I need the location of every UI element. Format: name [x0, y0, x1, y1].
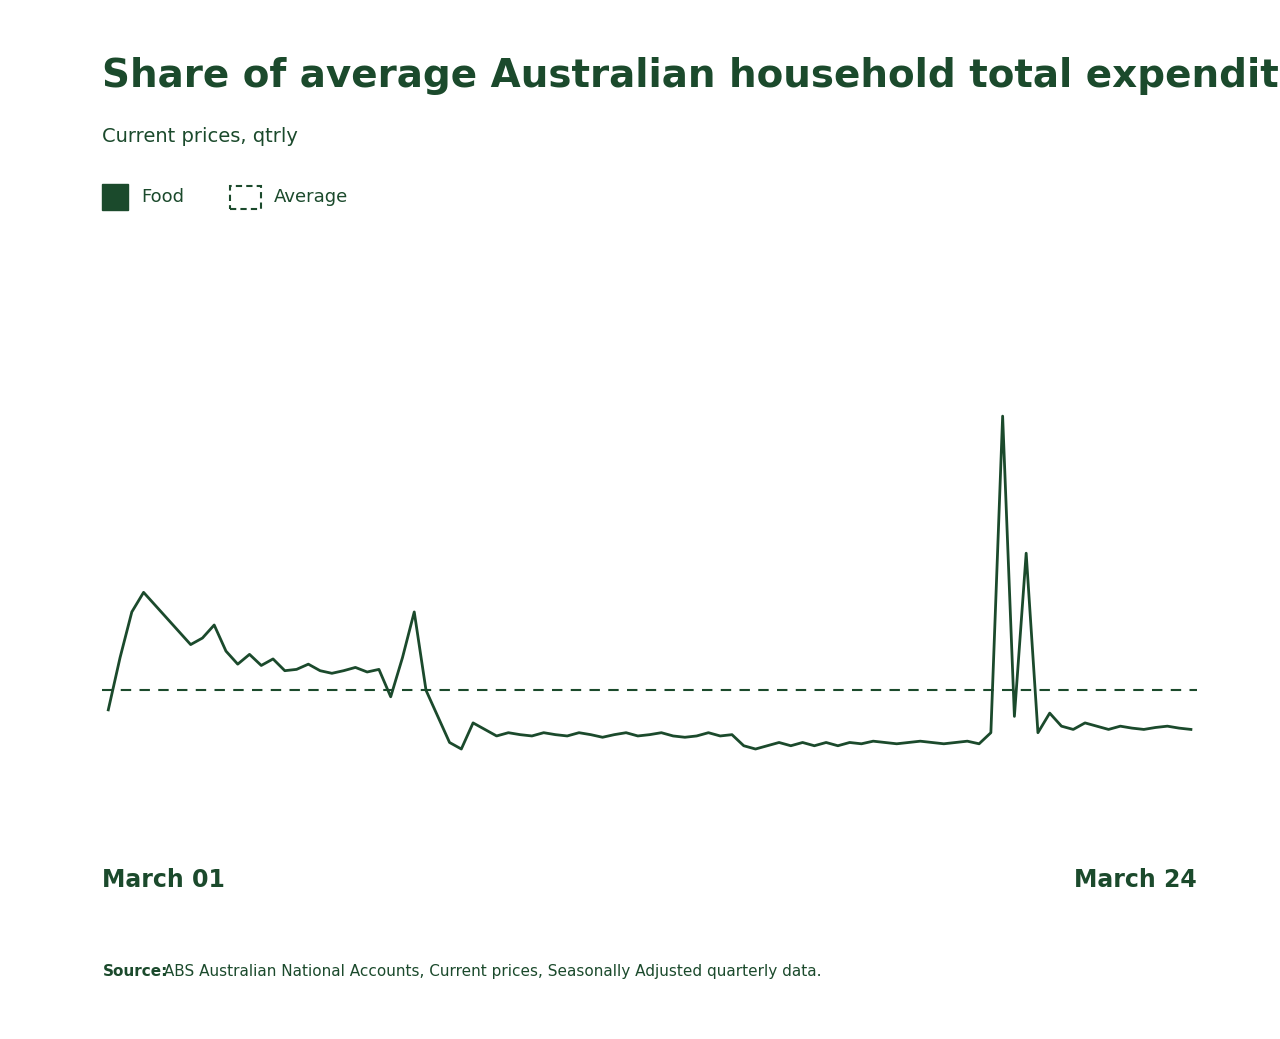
Text: March 24: March 24: [1074, 868, 1197, 891]
Text: Source:: Source:: [102, 964, 168, 979]
Text: March 01: March 01: [102, 868, 225, 891]
Text: Average: Average: [274, 188, 348, 207]
Text: Current prices, qtrly: Current prices, qtrly: [102, 127, 298, 145]
Text: Share of average Australian household total expenditure on food: Share of average Australian household to…: [102, 57, 1280, 96]
Text: ABS Australian National Accounts, Current prices, Seasonally Adjusted quarterly : ABS Australian National Accounts, Curren…: [159, 964, 822, 979]
Text: Food: Food: [141, 188, 184, 207]
